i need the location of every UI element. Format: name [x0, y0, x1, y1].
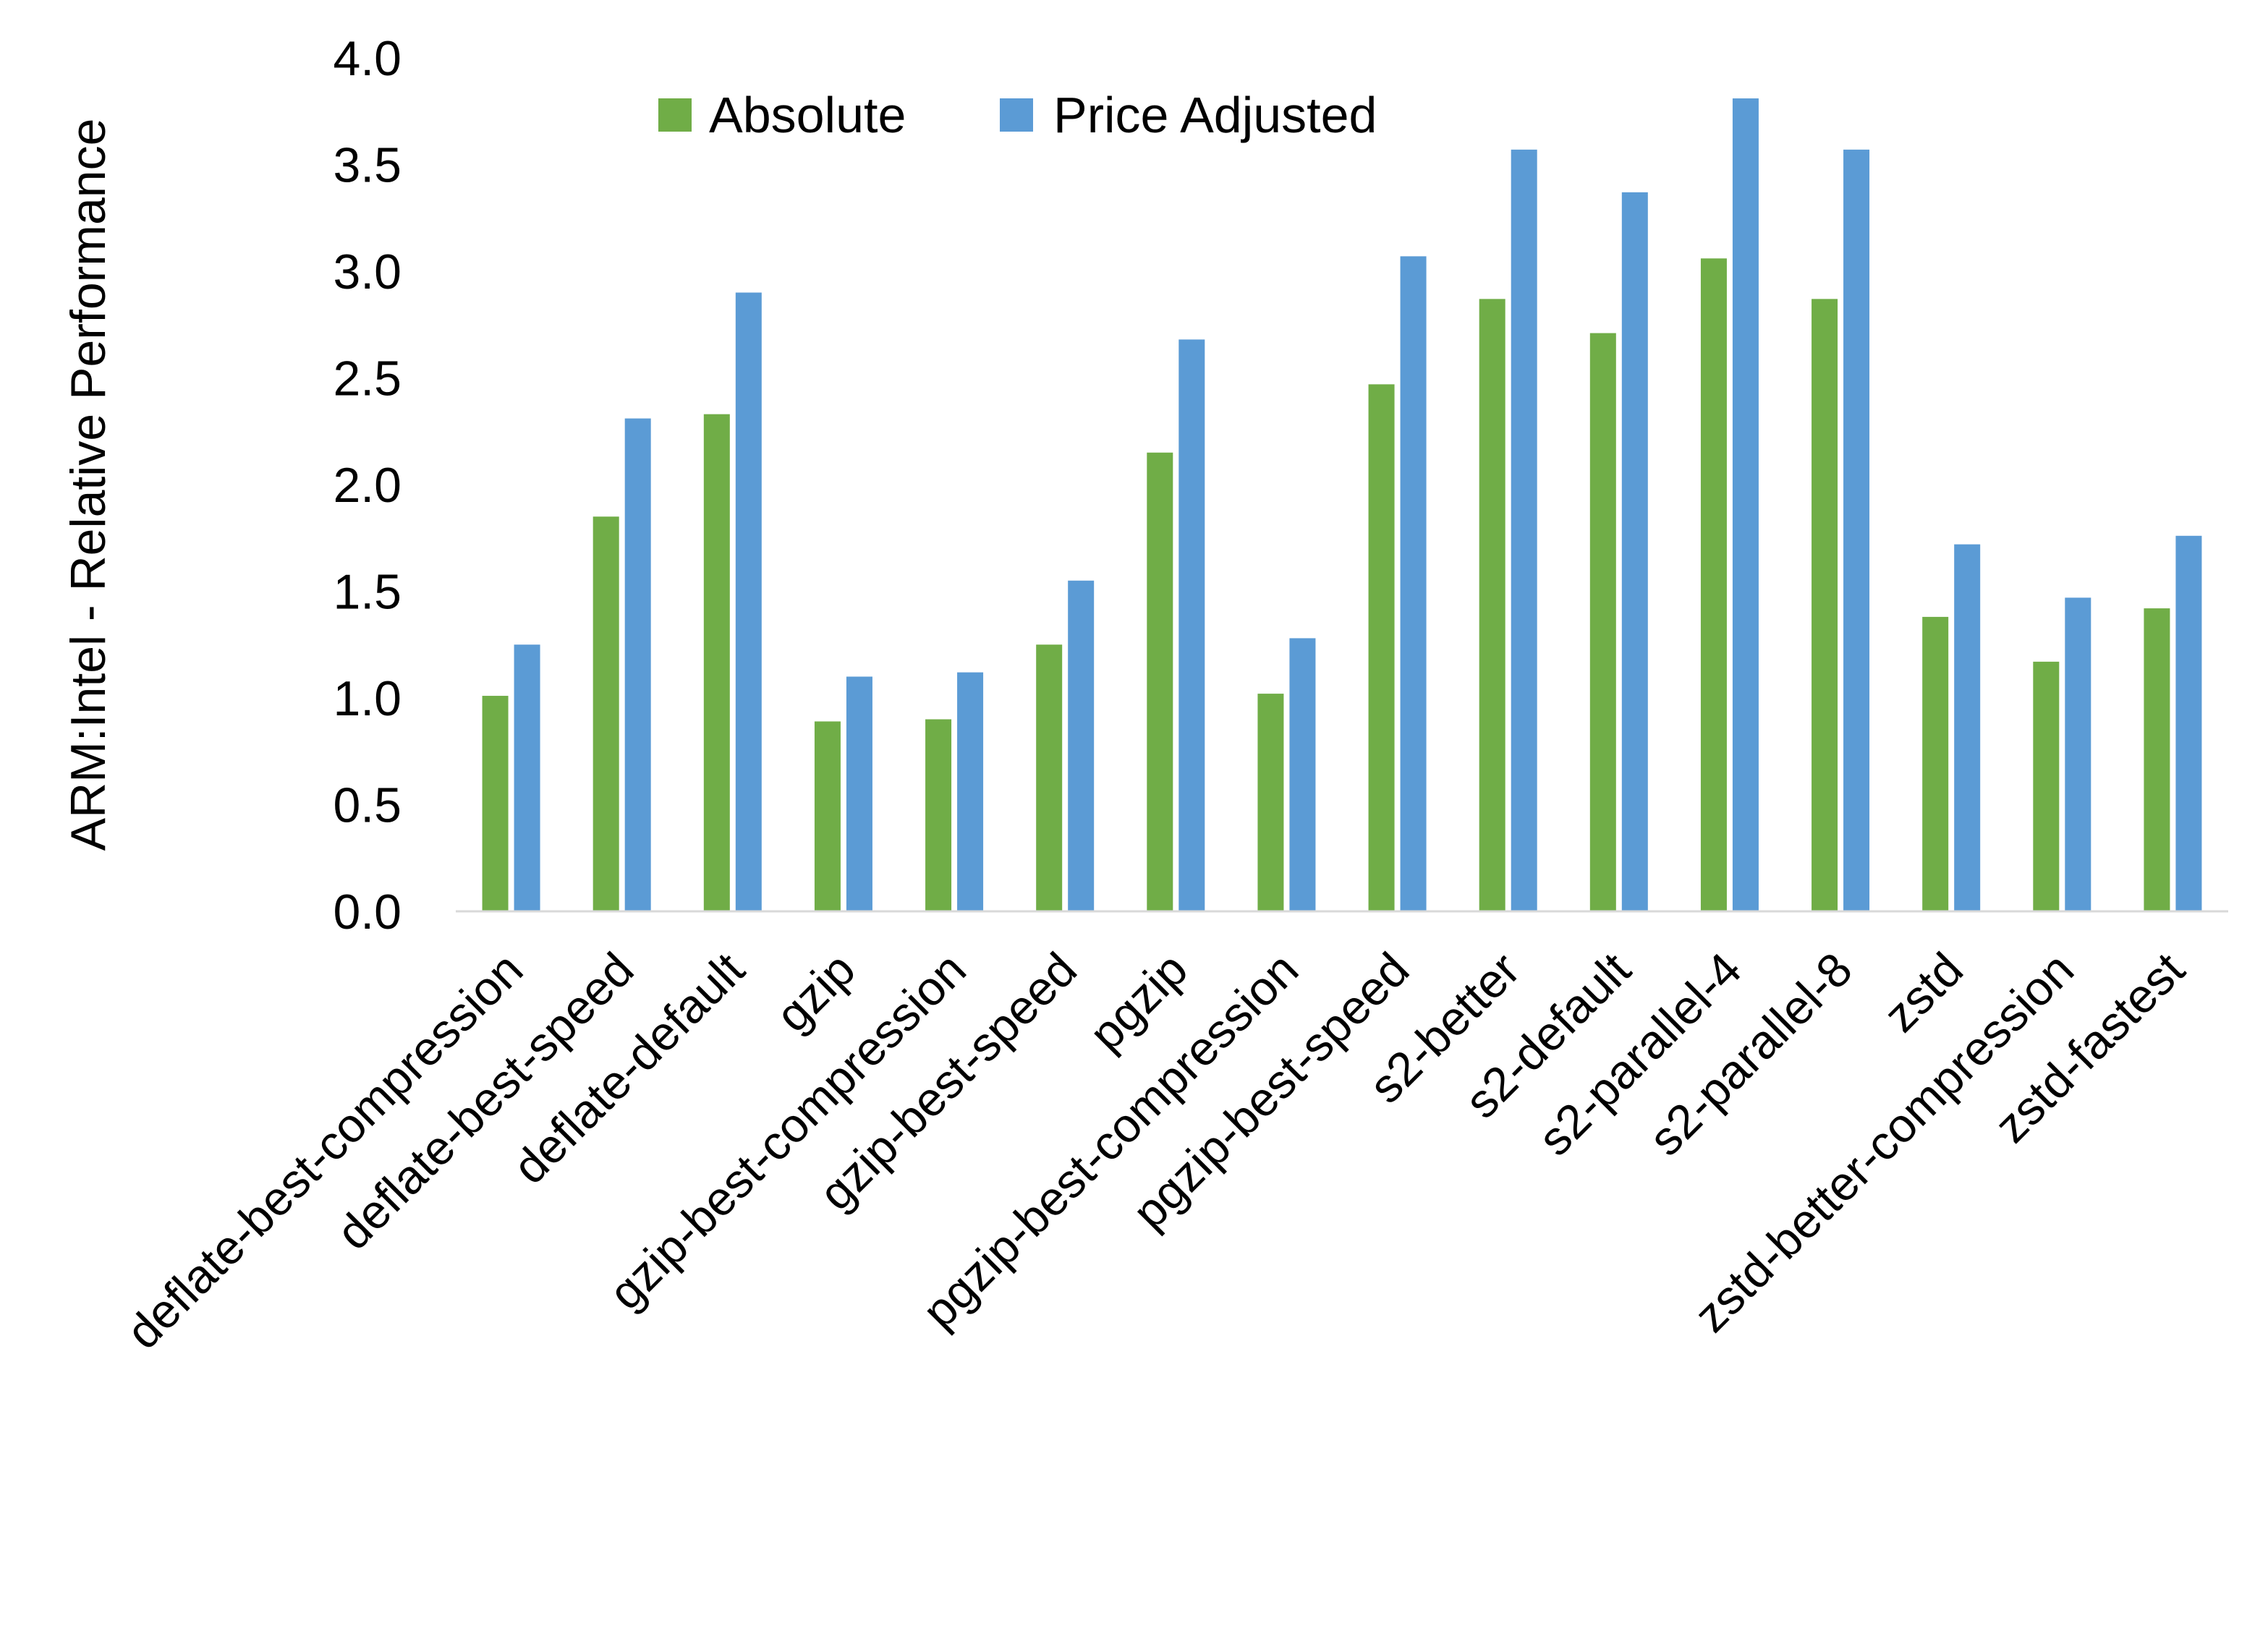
y-tick-label: 4.0	[333, 31, 402, 86]
bar-price-adjusted	[1400, 256, 1427, 912]
bar-absolute	[1700, 258, 1727, 911]
bar-price-adjusted	[957, 672, 984, 911]
y-tick-label: 1.0	[333, 671, 402, 726]
bar-price-adjusted	[514, 644, 540, 911]
legend-swatch-absolute	[658, 98, 692, 132]
y-tick-label: 2.5	[333, 352, 402, 406]
bar-price-adjusted	[1289, 638, 1316, 911]
bar-price-adjusted	[1621, 192, 1648, 912]
bar-absolute	[1589, 333, 1616, 911]
bar-price-adjusted	[624, 418, 651, 911]
bar-price-adjusted	[1954, 544, 1981, 911]
bar-price-adjusted	[1178, 339, 1205, 911]
bar-absolute	[482, 696, 509, 911]
bar-absolute	[925, 719, 952, 911]
bar-absolute	[1147, 452, 1173, 911]
bar-price-adjusted	[1511, 149, 1537, 912]
y-axis-title: ARM:Intel - Relative Performance	[61, 119, 116, 851]
bar-absolute	[2144, 608, 2170, 911]
bar-absolute	[1479, 299, 1505, 912]
y-tick-label: 2.0	[333, 458, 402, 513]
y-tick-label: 3.5	[333, 138, 402, 193]
legend-label-absolute: Absolute	[709, 87, 906, 143]
bar-absolute	[593, 516, 619, 911]
x-tick-label: zstd	[1873, 942, 1973, 1042]
bar-absolute	[1368, 384, 1395, 911]
bar-absolute	[1036, 644, 1063, 911]
bar-absolute	[1257, 694, 1284, 911]
bar-absolute	[2033, 661, 2060, 911]
bar-price-adjusted	[1732, 98, 1759, 911]
y-tick-label: 0.5	[333, 778, 402, 833]
bar-price-adjusted	[735, 292, 762, 911]
bar-absolute	[703, 414, 730, 911]
y-tick-label: 0.0	[333, 885, 402, 940]
legend-swatch-price-adjusted	[1000, 98, 1033, 132]
bar-absolute	[1922, 616, 1949, 911]
y-tick-label: 1.5	[333, 565, 402, 620]
bar-absolute	[1812, 299, 1838, 912]
bar-price-adjusted	[1068, 580, 1095, 911]
y-tick-label: 3.0	[333, 244, 402, 299]
bar-price-adjusted	[2065, 597, 2091, 911]
bar-price-adjusted	[846, 676, 872, 911]
bar-price-adjusted	[2175, 535, 2202, 911]
bar-price-adjusted	[1843, 149, 1870, 912]
bar-absolute	[814, 721, 841, 911]
legend-label-price-adjusted: Price Adjusted	[1053, 87, 1377, 143]
x-tick-label: gzip	[765, 942, 865, 1042]
legend: Absolute Price Adjusted	[658, 87, 1377, 143]
